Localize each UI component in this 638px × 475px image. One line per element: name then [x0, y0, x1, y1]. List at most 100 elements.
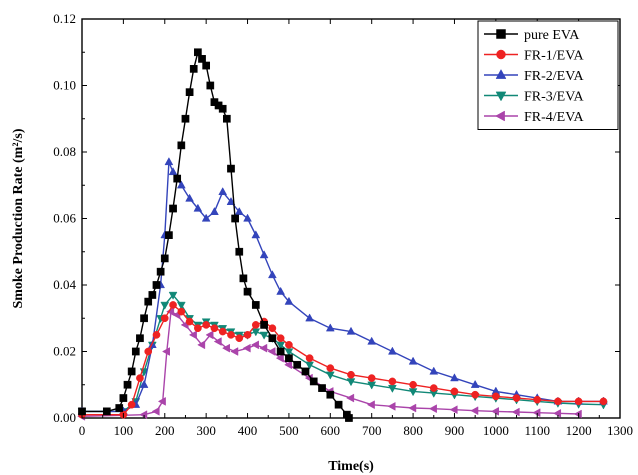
x-tick-label: 900: [445, 423, 465, 438]
data-point: [144, 297, 153, 306]
data-point: [251, 321, 260, 329]
data-point: [301, 367, 310, 376]
data-point: [259, 331, 269, 340]
legend-entry: FR-2/EVA: [484, 69, 585, 84]
data-point: [181, 114, 190, 123]
data-point: [471, 390, 480, 399]
legend-label: FR-1/EVA: [524, 49, 585, 64]
data-point: [243, 287, 252, 296]
x-tick-label: 700: [362, 423, 382, 438]
data-point: [259, 250, 269, 259]
data-point: [177, 141, 186, 150]
data-point: [152, 331, 161, 339]
data-point: [185, 317, 194, 326]
data-point: [139, 379, 149, 388]
data-point: [325, 323, 335, 332]
data-point: [188, 330, 197, 340]
data-point: [366, 400, 375, 410]
y-tick-label: 0.12: [53, 11, 76, 26]
data-point: [512, 394, 521, 402]
legend-marker: [496, 29, 506, 39]
data-point: [226, 197, 236, 206]
data-point: [574, 397, 583, 406]
legend-entry: FR-4/EVA: [484, 110, 585, 125]
data-point: [139, 410, 148, 420]
data-point: [276, 286, 286, 295]
series-0: [78, 48, 353, 422]
y-axis-title: Smoke Production Rate (m²/s): [11, 128, 26, 308]
data-point: [169, 301, 177, 309]
data-point: [367, 336, 377, 345]
data-point: [185, 193, 194, 202]
data-point: [164, 157, 174, 166]
data-point: [218, 104, 227, 113]
data-point: [318, 384, 326, 392]
data-point: [388, 377, 397, 386]
data-point: [284, 296, 294, 305]
legend-label: FR-3/EVA: [524, 90, 585, 105]
data-point: [408, 356, 418, 365]
data-point: [235, 247, 244, 256]
y-axis: 0.00 0.02 0.04 0.06 0.08 0.10 0.12: [53, 11, 620, 425]
data-point: [127, 367, 136, 376]
data-point: [189, 65, 198, 73]
data-point: [553, 408, 562, 418]
data-point: [148, 291, 157, 299]
data-point: [346, 326, 356, 335]
data-point: [185, 88, 194, 97]
data-point: [160, 254, 169, 263]
data-point: [168, 291, 178, 300]
data-point: [428, 404, 437, 414]
data-point: [470, 379, 480, 388]
legend-marker: [495, 69, 507, 79]
data-point: [160, 301, 170, 310]
data-point: [259, 343, 268, 353]
data-point: [161, 347, 170, 356]
data-point: [243, 331, 252, 339]
data-point: [251, 230, 261, 239]
data-point: [160, 314, 169, 323]
data-point: [205, 330, 214, 340]
data-point: [260, 321, 268, 329]
data-point: [235, 334, 244, 343]
data-point: [136, 374, 144, 382]
data-point: [533, 395, 542, 404]
series-1: [78, 301, 608, 419]
y-tick-label: 0.06: [53, 211, 76, 226]
data-point: [168, 167, 178, 176]
data-point: [206, 81, 215, 90]
data-point: [326, 390, 335, 399]
data-point: [267, 270, 277, 279]
x-tick-label: 1100: [524, 423, 550, 438]
data-point: [409, 380, 417, 389]
data-point: [268, 324, 277, 333]
data-point: [450, 387, 459, 396]
data-point: [157, 396, 166, 406]
x-tick-label: 600: [321, 423, 341, 438]
legend: pure EVA FR-1/EVA FR-2/EVA FR-3/EVA FR-4/EVA: [477, 20, 619, 130]
data-point: [408, 403, 417, 413]
data-point: [267, 347, 276, 356]
data-point: [152, 281, 161, 289]
x-tick-label: 1300: [607, 423, 633, 438]
data-point: [532, 408, 541, 418]
data-point: [176, 301, 186, 310]
x-tick-label: 200: [155, 423, 175, 438]
data-point: [193, 203, 203, 212]
legend-marker: [495, 91, 507, 102]
x-tick-label: 400: [238, 423, 258, 438]
data-point: [169, 204, 177, 213]
data-point: [234, 207, 244, 215]
data-point: [227, 331, 235, 339]
data-point: [284, 360, 293, 370]
data-point: [573, 409, 582, 419]
data-point: [387, 401, 396, 411]
x-tick-label: 1200: [566, 423, 592, 438]
data-point: [285, 354, 293, 362]
data-point: [119, 394, 128, 402]
data-point: [346, 393, 355, 403]
data-point: [276, 347, 285, 356]
legend-marker: [496, 49, 506, 60]
legend-label: pure EVA: [524, 28, 580, 43]
